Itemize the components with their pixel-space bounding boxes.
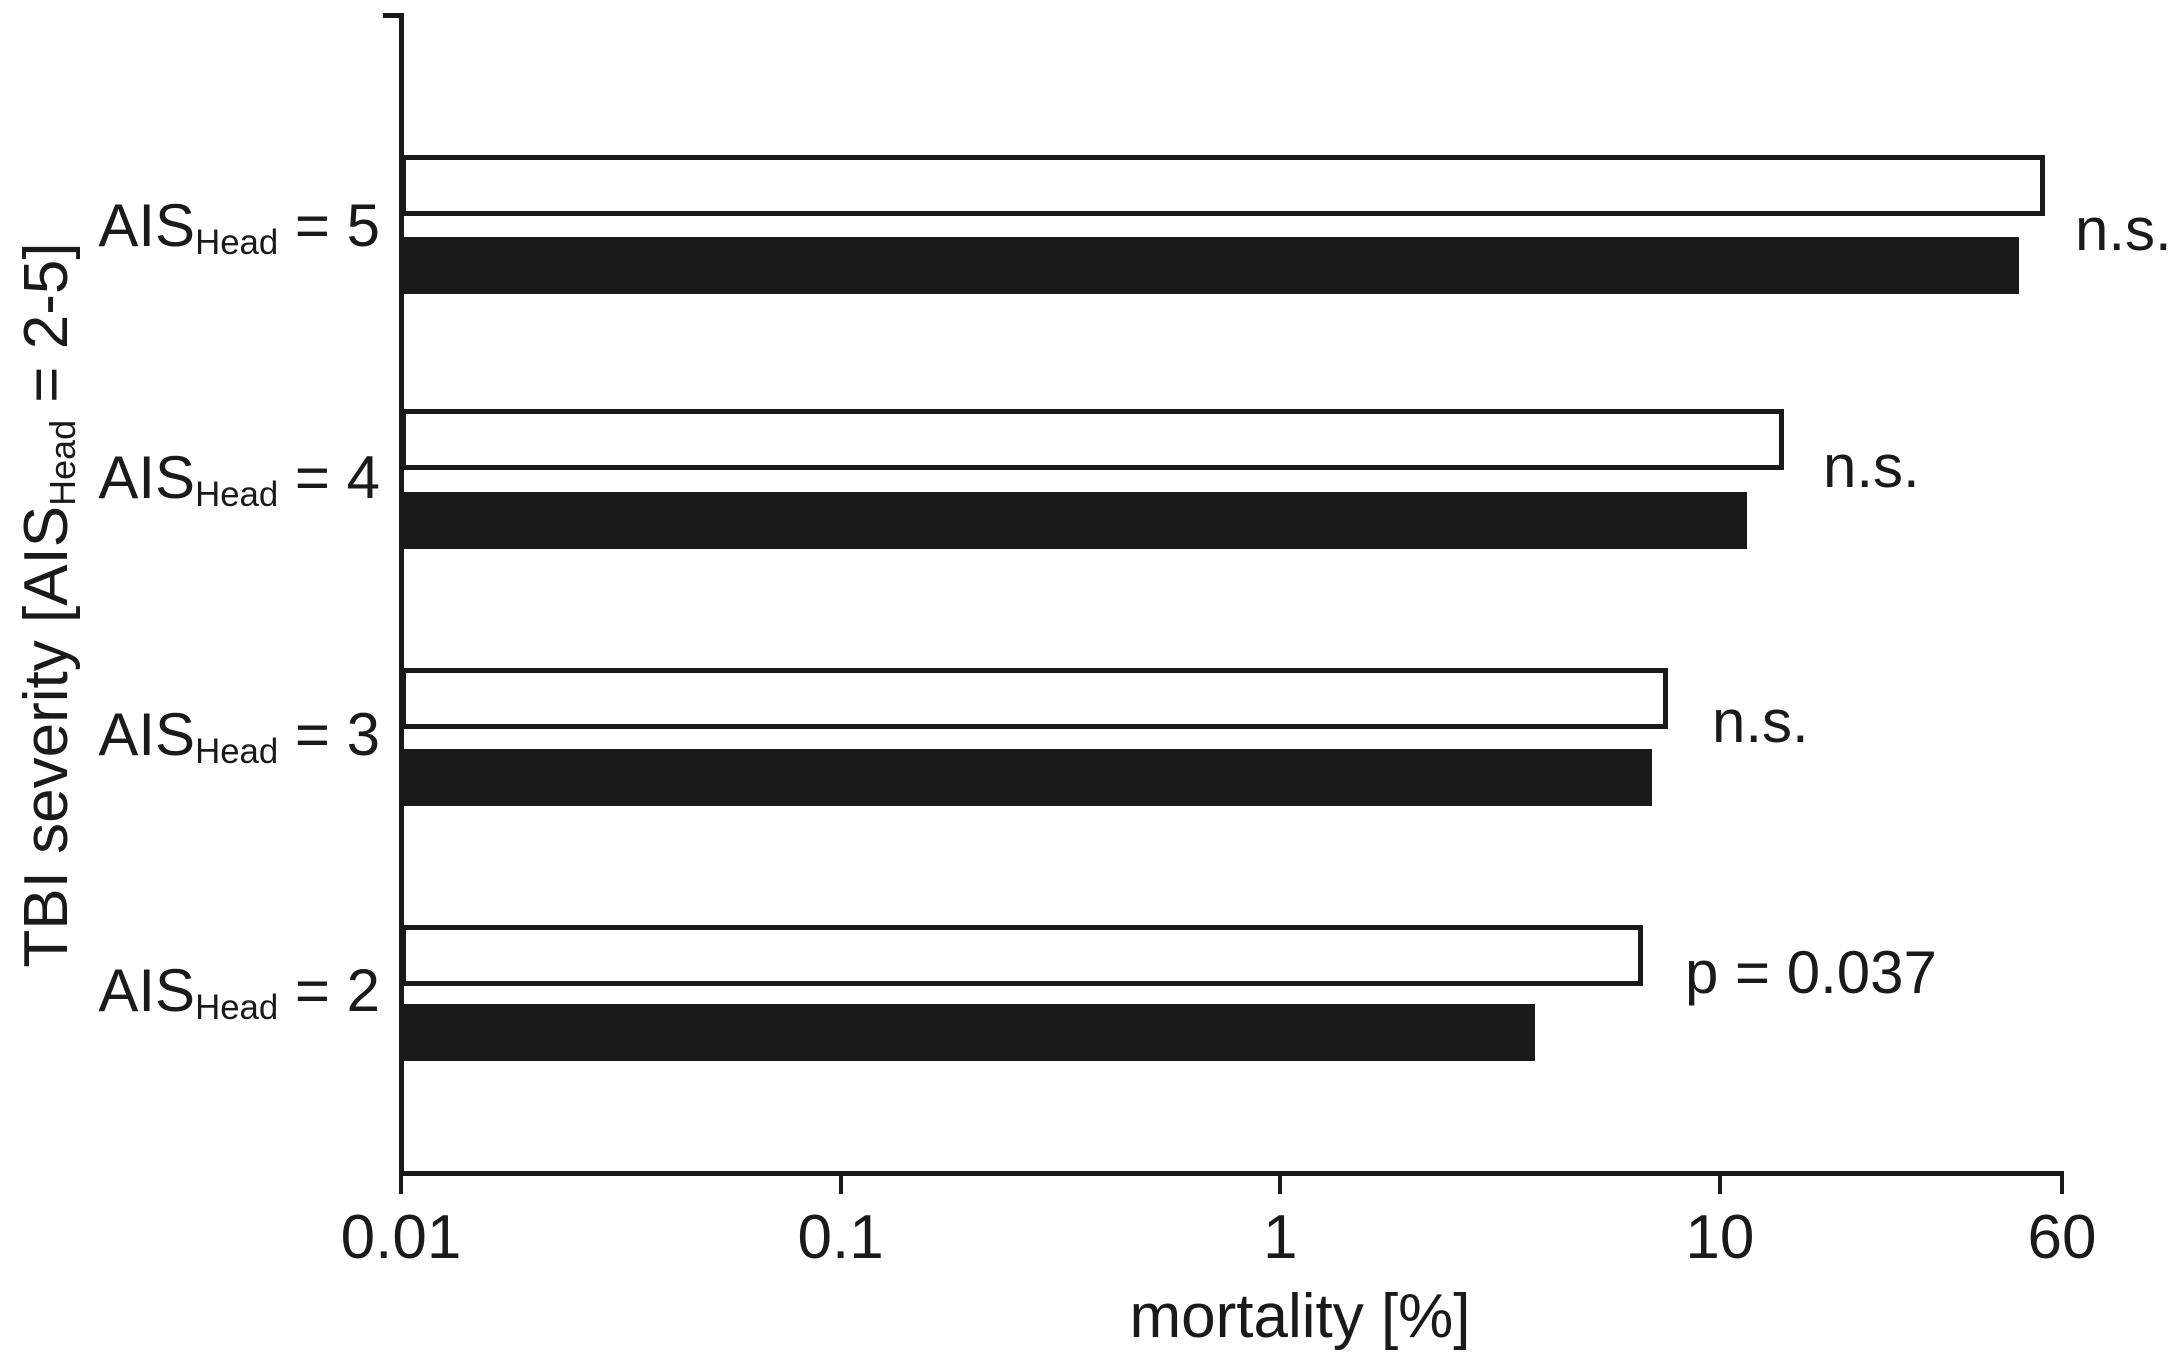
bar-white-ais-head-4	[401, 409, 1785, 470]
category-label-prefix: AIS	[98, 701, 196, 768]
bar-black-ais-head-3	[401, 749, 1652, 806]
x-axis-line	[399, 1171, 2064, 1176]
bar-white-ais-head-2	[401, 925, 1644, 986]
category-label-ais-head-5: AISHead = 5	[98, 196, 380, 260]
x-tick-label-60: 60	[2027, 1203, 2097, 1272]
category-label-subscript: Head	[195, 474, 279, 514]
bar-white-ais-head-3	[401, 668, 1668, 729]
x-tick-60	[2060, 1175, 2064, 1194]
category-label-ais-head-4: AISHead = 4	[98, 448, 380, 512]
category-label-suffix: = 5	[278, 192, 380, 259]
category-label-prefix: AIS	[98, 957, 196, 1024]
y-axis-top-tick	[383, 13, 401, 18]
x-axis-title-text: mortality [%]	[1129, 1282, 1471, 1351]
y-axis-title-subscript: Head	[41, 419, 83, 506]
y-axis-title: TBI severity [AISHead = 2-5]	[12, 242, 83, 967]
annotation-ais-head-3: n.s.	[1712, 688, 1809, 755]
annotation-ais-head-2: p = 0.037	[1685, 939, 1937, 1006]
x-tick-0.01	[399, 1175, 403, 1194]
category-label-ais-head-2: AISHead = 2	[98, 961, 380, 1025]
y-axis-line	[399, 13, 404, 1173]
y-axis-title-suffix: = 2-5]	[12, 242, 81, 420]
category-label-prefix: AIS	[98, 192, 196, 259]
category-label-subscript: Head	[195, 222, 279, 262]
bar-black-ais-head-4	[401, 492, 1747, 549]
category-label-suffix: = 2	[278, 957, 380, 1024]
category-label-subscript: Head	[195, 731, 279, 771]
x-tick-label-0.01: 0.01	[340, 1203, 462, 1272]
annotation-ais-head-5: n.s.	[2075, 196, 2172, 263]
bar-black-ais-head-2	[401, 1004, 1536, 1061]
x-tick-label-1: 1	[1263, 1203, 1298, 1272]
x-tick-label-10: 10	[1685, 1203, 1755, 1272]
x-tick-label-0.1: 0.1	[797, 1203, 884, 1272]
category-label-ais-head-3: AISHead = 3	[98, 705, 380, 769]
bar-black-ais-head-5	[401, 237, 2020, 294]
x-axis-title: mortality [%]	[1129, 1286, 1470, 1348]
y-axis-title-prefix: TBI severity [AIS	[12, 505, 81, 968]
category-label-prefix: AIS	[98, 444, 196, 511]
category-label-suffix: = 3	[278, 701, 380, 768]
x-tick-0.1	[838, 1175, 843, 1194]
annotation-ais-head-4: n.s.	[1823, 433, 1920, 500]
x-tick-10	[1717, 1175, 1722, 1194]
category-label-subscript: Head	[195, 987, 279, 1027]
category-label-suffix: = 4	[278, 444, 380, 511]
bar-white-ais-head-5	[401, 155, 2046, 216]
x-tick-1	[1278, 1175, 1283, 1194]
